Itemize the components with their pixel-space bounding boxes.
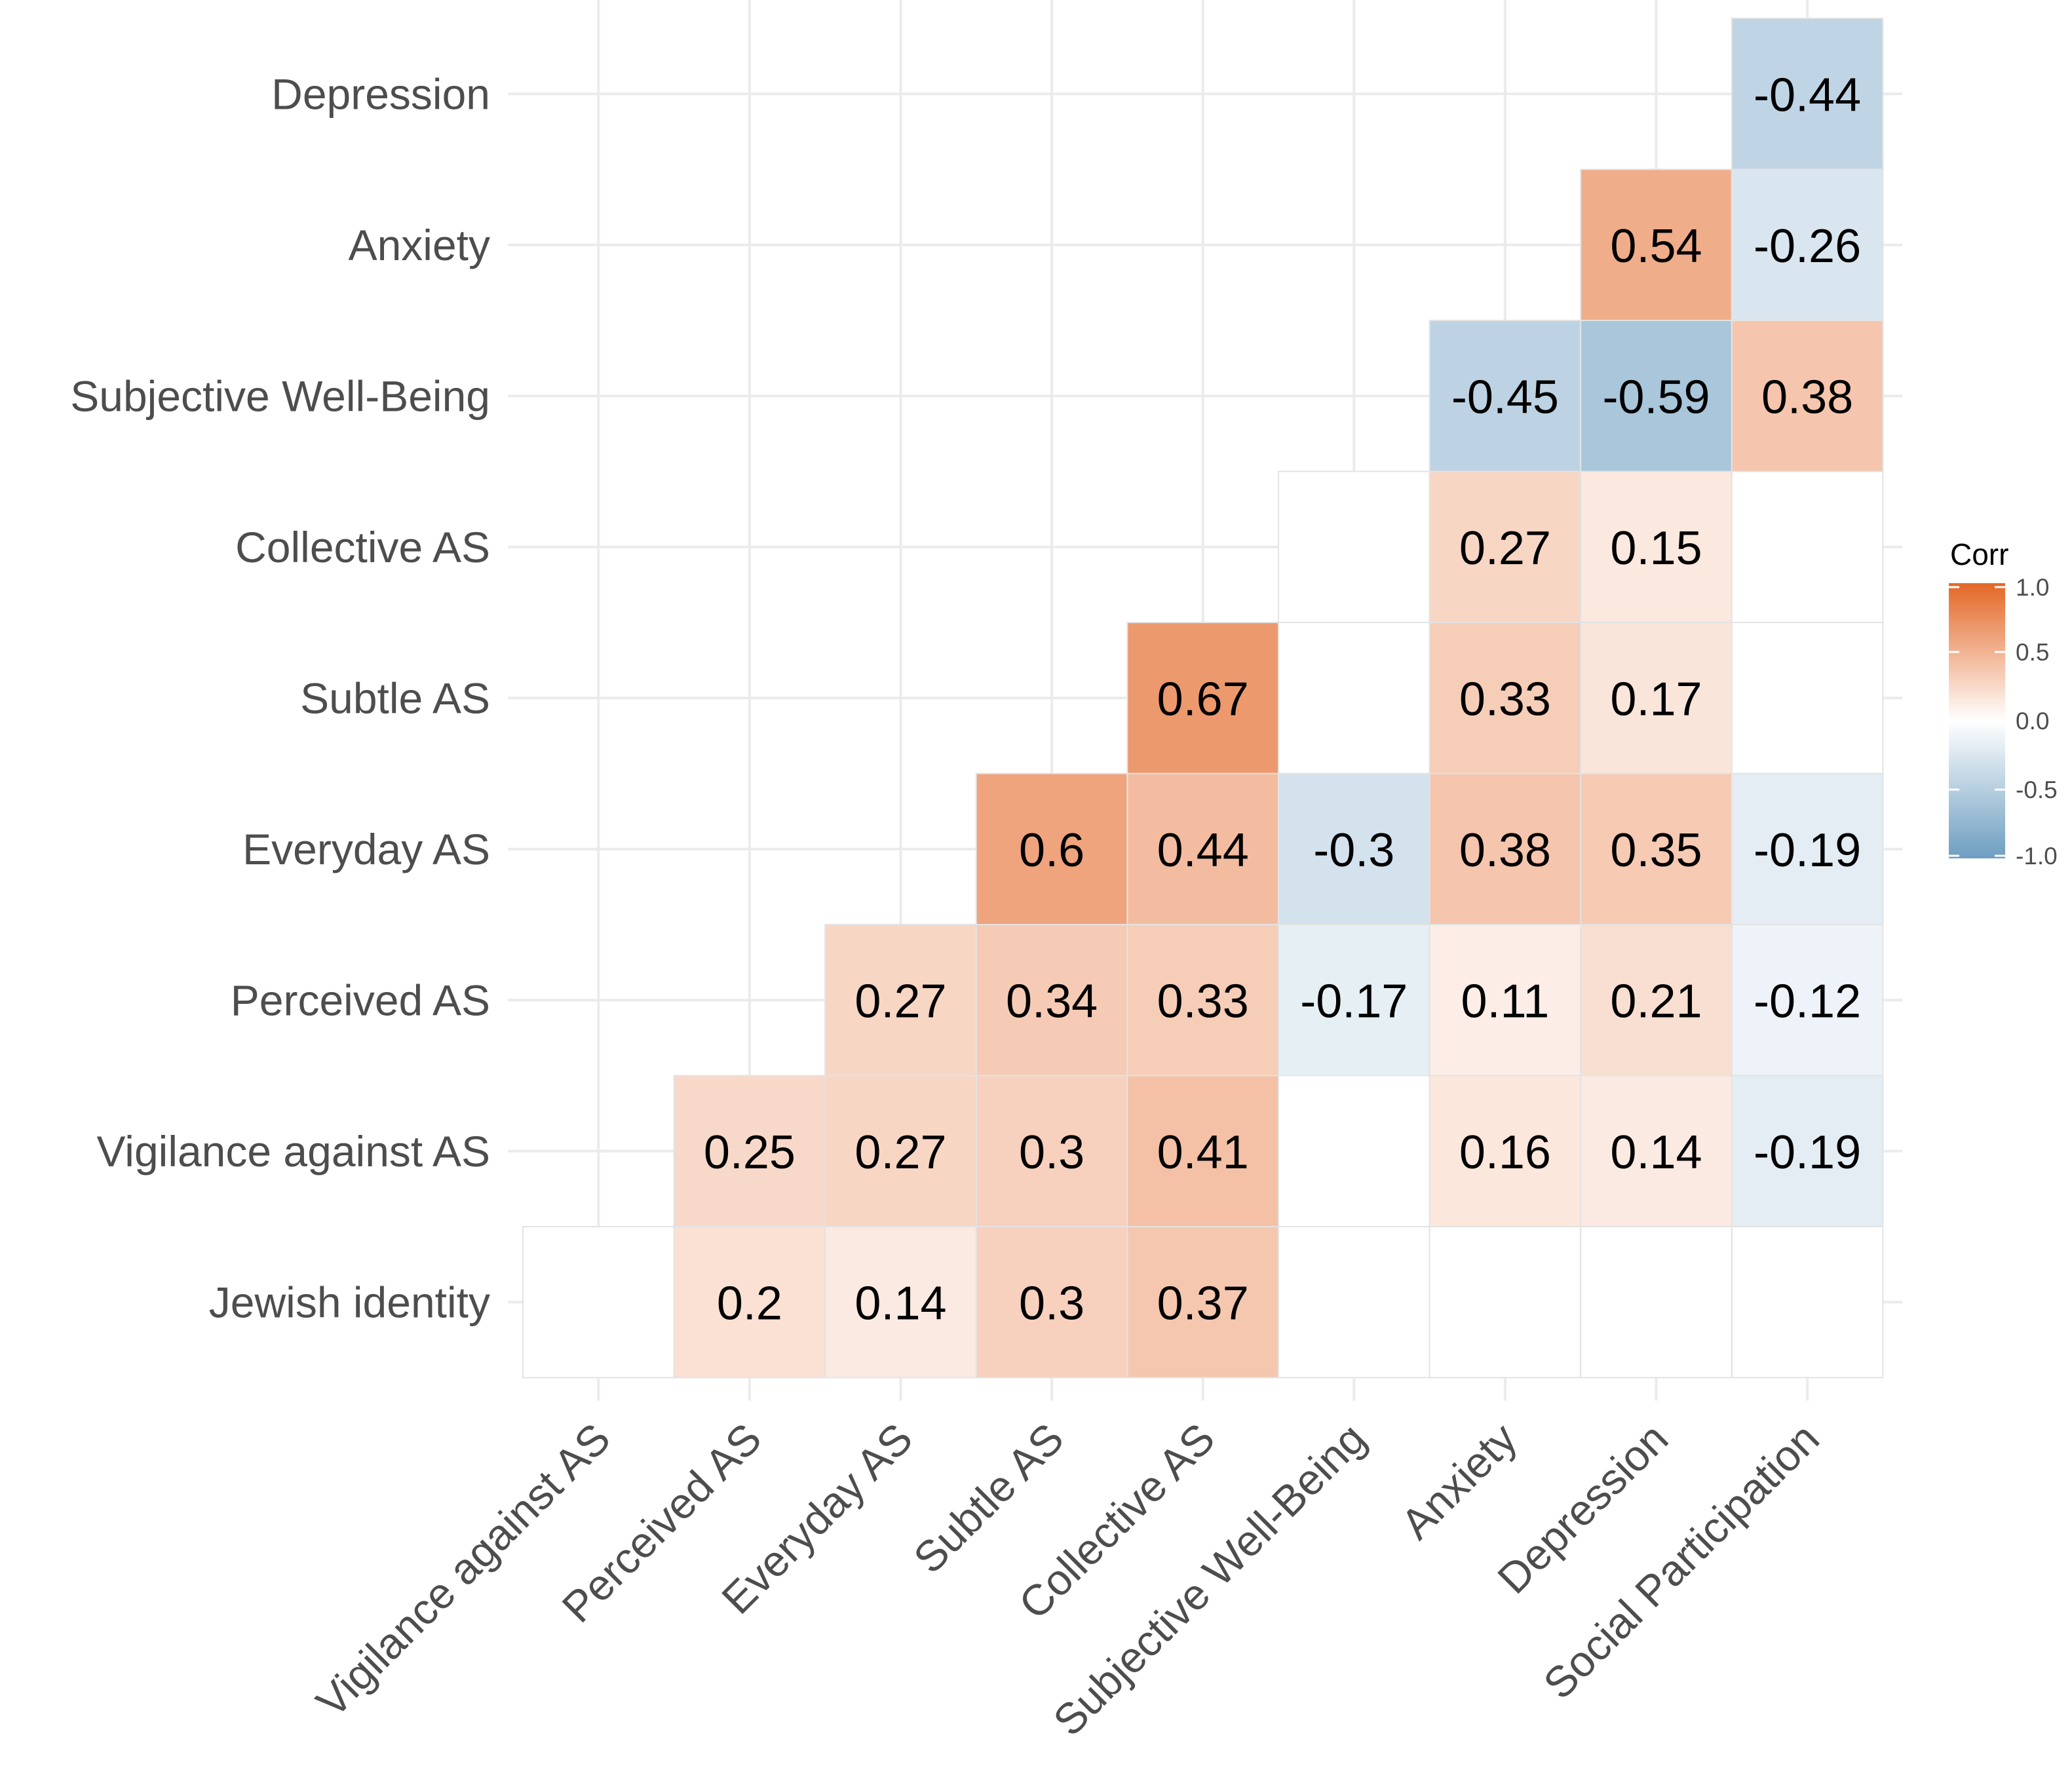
cell-value-label: 0.38 — [1459, 824, 1551, 877]
heatmap-cell — [975, 924, 1128, 1077]
y-tick-label: Depression — [271, 69, 490, 118]
cell-value-label: 0.16 — [1459, 1126, 1551, 1179]
y-tick-label: Subjective Well-Being — [70, 372, 490, 420]
heatmap-cell — [1278, 622, 1430, 775]
cell-value-label: 0.6 — [1019, 824, 1084, 877]
cell-value-label: 0.54 — [1610, 220, 1702, 273]
y-tick-label: Everyday AS — [242, 825, 490, 873]
heatmap-cell — [975, 1075, 1128, 1227]
heatmap-cell — [1580, 470, 1733, 623]
heatmap-cell — [1580, 320, 1733, 472]
cell-value-label: -0.26 — [1754, 220, 1861, 273]
cell-value-label: 0.14 — [1610, 1126, 1702, 1179]
heatmap-cell — [1278, 470, 1430, 623]
y-tick-label: Anxiety — [349, 221, 490, 269]
cell-value-label: 0.44 — [1157, 824, 1249, 877]
heatmap-cell — [1580, 1226, 1733, 1379]
heatmap-cell — [1126, 924, 1280, 1077]
heatmap-cell — [1731, 622, 1884, 775]
cell-value-label: -0.59 — [1602, 371, 1710, 423]
heatmap-cell — [1429, 1226, 1582, 1379]
legend-tick-label: 0.0 — [2016, 708, 2049, 735]
cell-value-label: -0.3 — [1313, 824, 1394, 877]
heatmap-cell — [1278, 1226, 1430, 1379]
cell-value-label: 0.3 — [1019, 1126, 1084, 1179]
cell-value-label: 0.2 — [717, 1277, 782, 1329]
cell-value-label: 0.33 — [1459, 673, 1551, 725]
cell-value-label: 0.27 — [854, 975, 946, 1027]
legend-tick-label: 0.5 — [2016, 639, 2049, 666]
legend-tick-label: -1.0 — [2016, 843, 2058, 870]
color-legend: Corr 1.0 0.5 0.0 -0.5 -1.0 — [1949, 537, 2058, 870]
heatmap-cell — [1580, 168, 1733, 321]
cell-value-label: 0.27 — [1459, 522, 1551, 575]
heatmap-cell — [1278, 924, 1430, 1077]
legend-title: Corr — [1950, 537, 2008, 571]
y-tick-label: Jewish identity — [209, 1278, 490, 1326]
heatmap-cell — [1429, 320, 1582, 472]
heatmap-cell — [1126, 773, 1280, 925]
heatmap-cell — [1580, 924, 1733, 1077]
heatmap-cell-labels: 0.2 0.14 0.3 0.37 0.25 0.27 0.3 0.41 0.16 0.14 -0.… — [704, 69, 1861, 1329]
heatmap-cell — [1731, 320, 1884, 472]
heatmap-cell — [975, 773, 1128, 925]
cell-value-label: -0.44 — [1754, 69, 1861, 121]
legend-tick-label: -0.5 — [2016, 776, 2058, 803]
heatmap-cell — [824, 924, 977, 1077]
cell-value-label: 0.27 — [854, 1126, 946, 1179]
cell-value-label: -0.12 — [1754, 975, 1861, 1027]
cell-value-label: 0.33 — [1157, 975, 1249, 1027]
cell-value-label: 0.11 — [1461, 975, 1550, 1027]
heatmap-cell — [1429, 924, 1582, 1077]
heatmap-cell — [1126, 622, 1280, 775]
heatmap-cell — [1278, 773, 1430, 925]
cell-value-label: 0.14 — [854, 1277, 946, 1329]
heatmap-cell — [1580, 1075, 1733, 1227]
y-axis: Jewish identity Vigilance against AS Perce… — [70, 69, 490, 1326]
heatmap-cell — [522, 1226, 675, 1379]
cell-value-label: 0.3 — [1019, 1277, 1084, 1329]
heatmap-cell — [1429, 1075, 1582, 1227]
cell-value-label: 0.34 — [1006, 975, 1098, 1027]
y-tick-label: Vigilance against AS — [96, 1127, 490, 1176]
y-tick-label: Subtle AS — [300, 674, 490, 722]
cell-value-label: 0.17 — [1610, 673, 1702, 725]
cell-value-label: -0.19 — [1754, 824, 1861, 877]
heatmap-cell — [1126, 1226, 1280, 1379]
heatmap-cell — [1731, 1075, 1884, 1227]
heatmap-cell — [1429, 470, 1582, 623]
cell-value-label: 0.35 — [1610, 824, 1702, 877]
cell-value-label: 0.41 — [1157, 1126, 1249, 1179]
heatmap-cell — [1580, 773, 1733, 925]
heatmap-cell — [1731, 773, 1884, 925]
cell-value-label: -0.45 — [1451, 371, 1559, 423]
heatmap-cell — [1731, 1226, 1884, 1379]
cell-value-label: -0.17 — [1300, 975, 1408, 1027]
cell-value-label: 0.15 — [1610, 522, 1702, 575]
heatmap-cell — [1429, 773, 1582, 925]
heatmap-cell — [824, 1226, 977, 1379]
cell-value-label: 0.38 — [1761, 371, 1853, 423]
heatmap-cell — [1731, 924, 1884, 1077]
legend-tick-label: 1.0 — [2016, 574, 2049, 601]
cell-value-label: -0.19 — [1754, 1126, 1861, 1179]
cell-value-label: 0.37 — [1157, 1277, 1249, 1329]
y-tick-label: Collective AS — [235, 523, 490, 571]
heatmap-cells — [522, 18, 1884, 1379]
y-tick-label: Perceived AS — [231, 976, 490, 1024]
cell-value-label: 0.67 — [1157, 673, 1249, 725]
heatmap-cell — [1731, 470, 1884, 623]
heatmap-cell — [1731, 168, 1884, 321]
cell-value-label: 0.21 — [1610, 975, 1702, 1027]
heatmap-cell — [1731, 18, 1884, 170]
heatmap-cell — [1278, 1075, 1430, 1227]
heatmap-cell — [1580, 622, 1733, 775]
heatmap-cell — [673, 1075, 826, 1227]
cell-value-label: 0.25 — [704, 1126, 796, 1179]
